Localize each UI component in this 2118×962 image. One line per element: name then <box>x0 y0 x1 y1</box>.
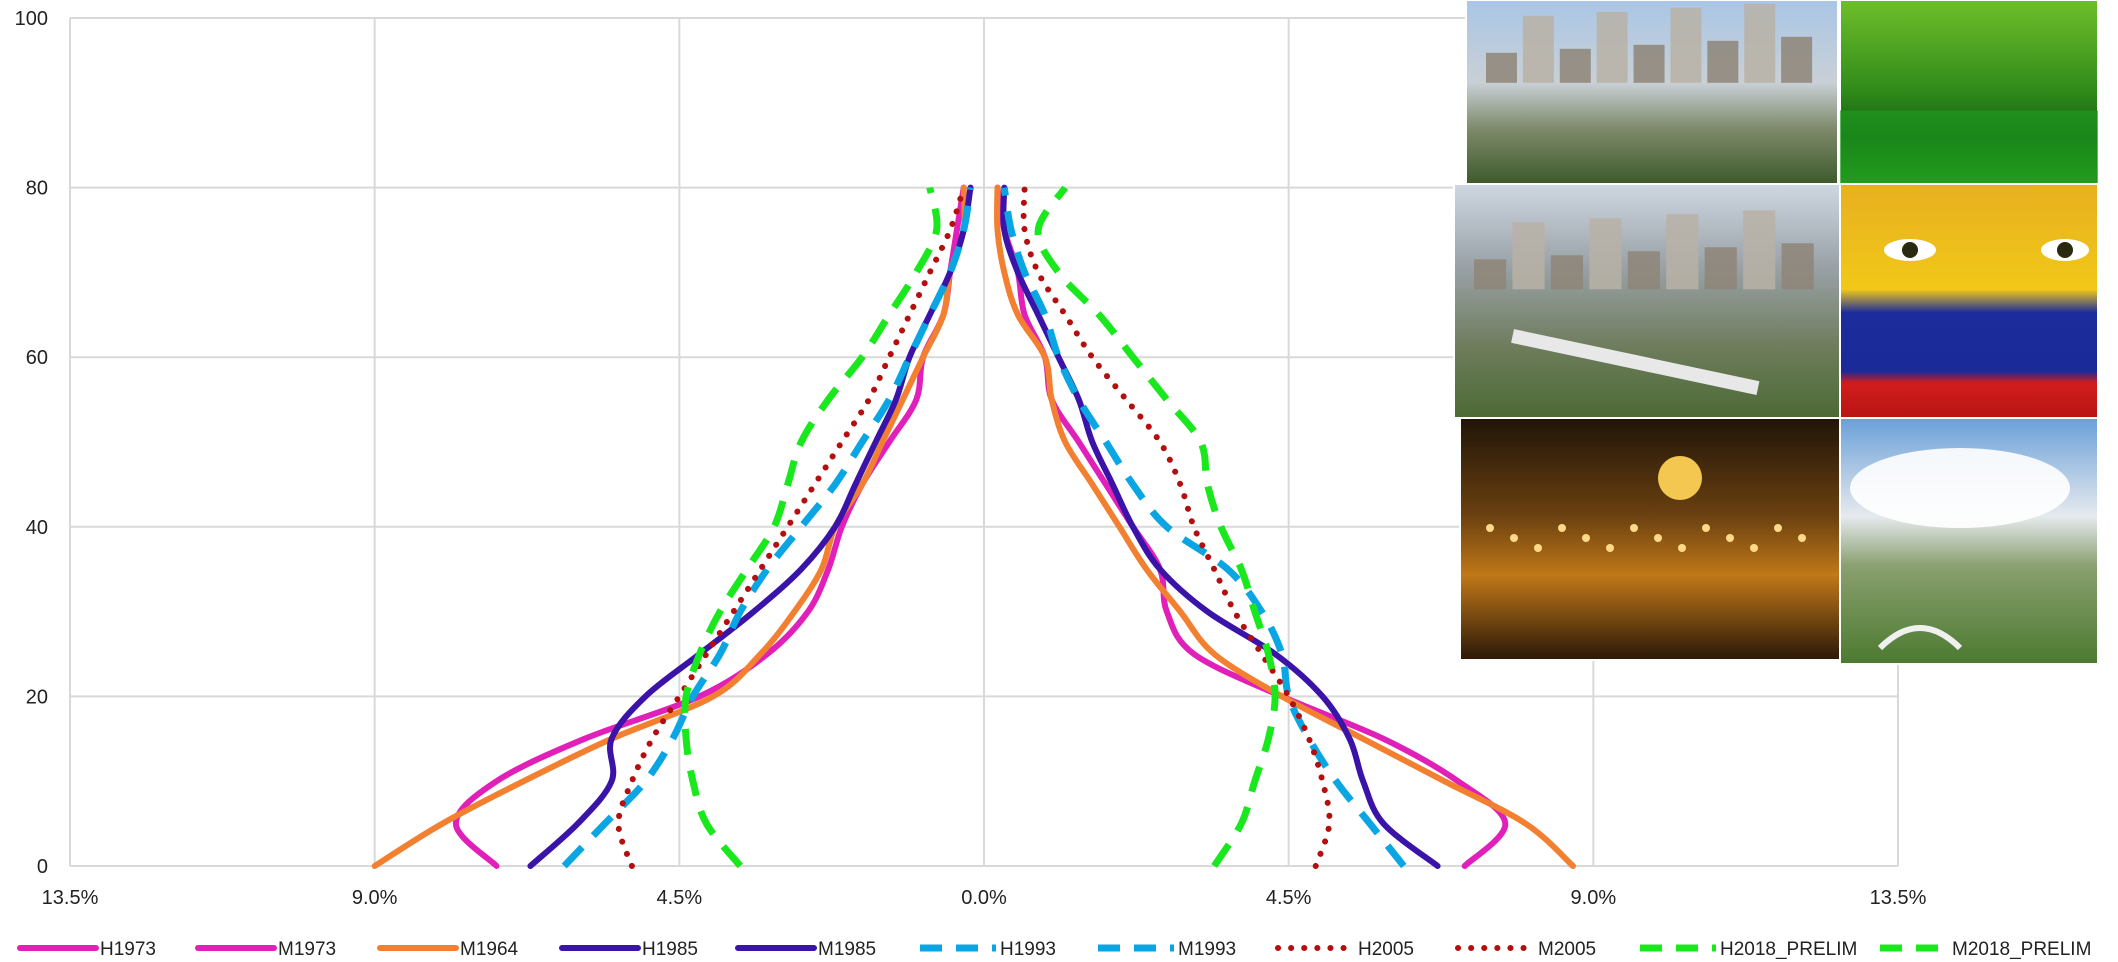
legend-label: M1985 <box>818 939 876 960</box>
legend-label: H2005 <box>1358 939 1414 960</box>
series-line-m1964 <box>994 184 1576 869</box>
legend: H1973 M1973 M1964 H1985 M1985 H1993 M1993 H2005… <box>17 939 2091 960</box>
x-tick-label: 4.5% <box>657 887 703 909</box>
legend-label: M2018_PRELIM <box>1952 939 2091 960</box>
series-line-m1985 <box>1000 184 1441 869</box>
series-line-m1964 <box>371 184 968 869</box>
green-forest-river-photo <box>1839 0 2099 185</box>
legend-label: M1993 <box>1178 939 1236 960</box>
y-tick-label: 60 <box>26 347 48 369</box>
photo-collage <box>1453 0 2099 665</box>
legend-label: H2018_PRELIM <box>1720 939 1857 960</box>
x-tick-label: 13.5% <box>1870 887 1927 909</box>
legend-label: M2005 <box>1538 939 1596 960</box>
x-tick-label: 13.5% <box>42 887 99 909</box>
legend-label: H1993 <box>1000 939 1056 960</box>
legend-label: M1964 <box>460 939 519 960</box>
series-line-m2005 <box>1020 184 1333 869</box>
series-line-h2018-prelim <box>681 186 941 869</box>
metro-train-city-photo <box>1453 183 1841 419</box>
bridge-landscape-clouds-photo <box>1839 417 2099 665</box>
legend-label: H1973 <box>100 939 156 960</box>
y-tick-label: 80 <box>26 178 48 200</box>
series-line-m2018-prelim <box>1034 185 1279 868</box>
y-tick-label: 20 <box>26 686 48 708</box>
legend-label: M1973 <box>278 939 336 960</box>
axis-tick-labels: 0 20 40 60 80 100 13.5% 9.0% 4.5% 0.0% 4.5% 9.0% 13.… <box>15 8 1927 909</box>
x-tick-label: 9.0% <box>1571 887 1617 909</box>
x-tick-label: 4.5% <box>1266 887 1312 909</box>
flag-painted-face-photo <box>1839 183 2099 419</box>
y-tick-label: 40 <box>26 517 48 539</box>
legend-label: H1985 <box>642 939 698 960</box>
night-plaza-cathedral-photo <box>1459 417 1841 661</box>
y-tick-label: 0 <box>37 856 48 878</box>
y-tick-label: 100 <box>15 8 48 30</box>
series-line-h1993 <box>561 187 974 869</box>
x-tick-label: 0.0% <box>961 887 1007 909</box>
x-tick-label: 9.0% <box>352 887 398 909</box>
series-lines <box>371 184 1576 869</box>
city-skyline-photo <box>1465 0 1839 185</box>
